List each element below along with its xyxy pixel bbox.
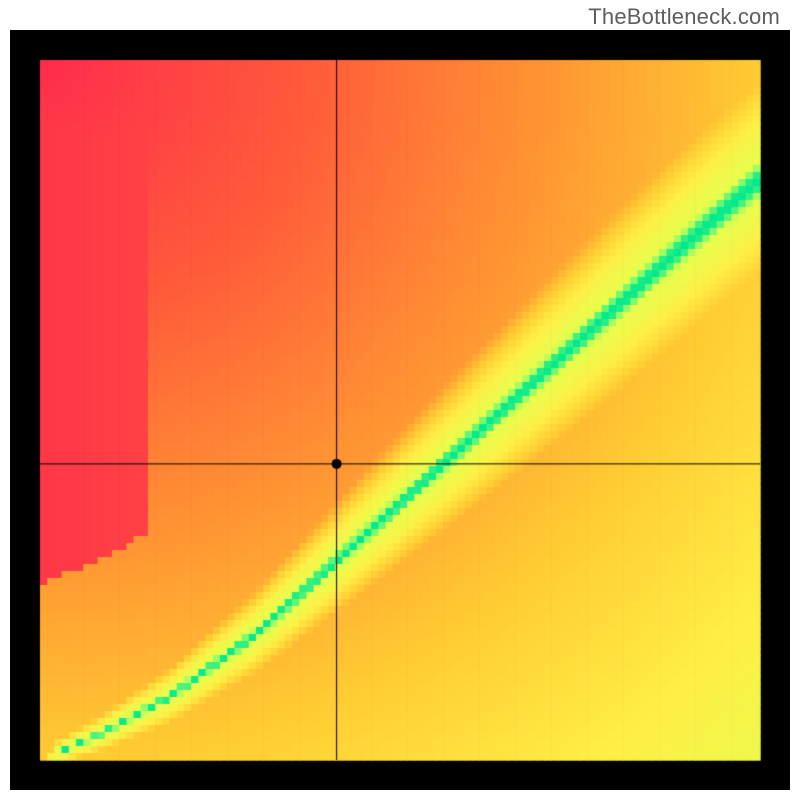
bottleneck-heatmap xyxy=(10,30,790,790)
watermark-text: TheBottleneck.com xyxy=(588,4,780,30)
heatmap-canvas xyxy=(10,30,790,790)
